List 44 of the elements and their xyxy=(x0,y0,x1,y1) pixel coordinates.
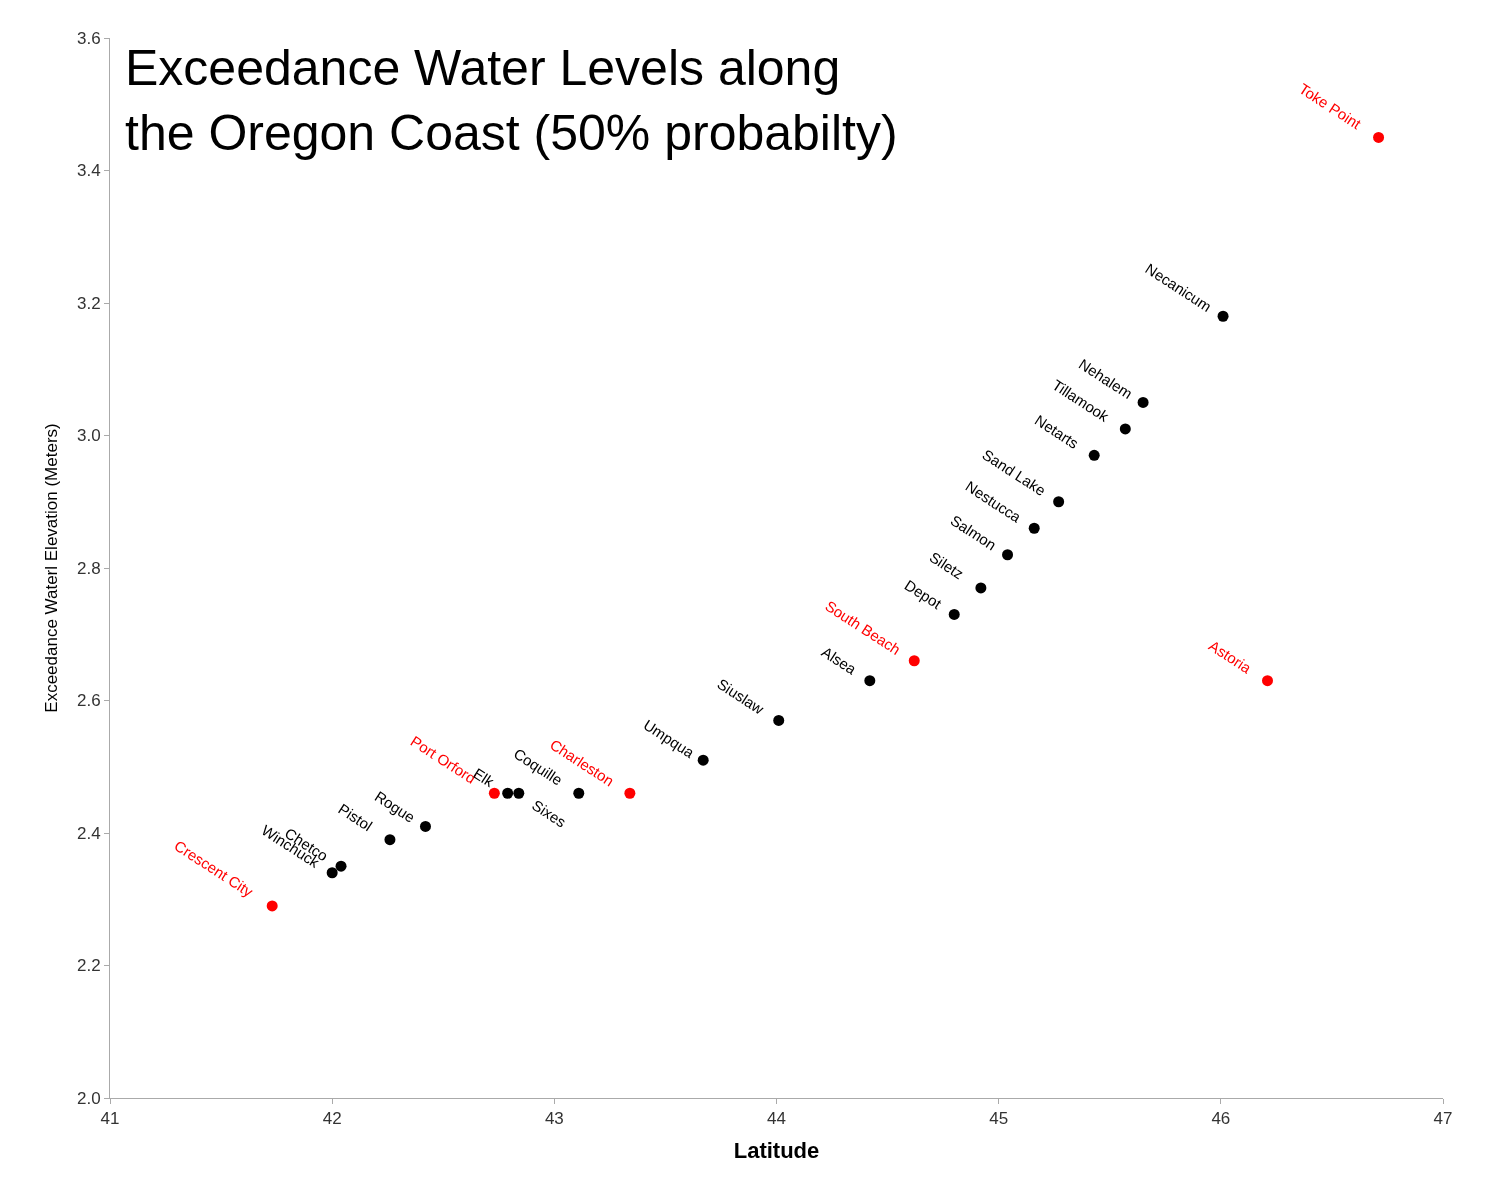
point xyxy=(1002,549,1014,561)
point xyxy=(1217,310,1229,322)
y-tick-label: 2.0 xyxy=(76,1088,101,1108)
text: Exceedance Water Levels along the Oregon Coast (50% probabilty) xyxy=(125,40,898,161)
x-tick-label: 45 xyxy=(989,1109,1009,1129)
y-tick-label: 2.4 xyxy=(76,823,101,843)
point xyxy=(1119,423,1131,435)
point xyxy=(1261,675,1273,687)
x-tick-label: 46 xyxy=(1211,1109,1231,1129)
point xyxy=(335,860,347,872)
point xyxy=(1028,522,1040,534)
point xyxy=(773,714,785,726)
x-axis-title: Latitude xyxy=(733,1138,820,1164)
y-tick-label: 2.8 xyxy=(76,558,101,578)
point xyxy=(573,787,585,799)
point xyxy=(1137,396,1149,408)
point xyxy=(864,675,876,687)
x-tick-label: 42 xyxy=(322,1109,342,1129)
y-tick-label: 3.2 xyxy=(76,293,101,313)
x-tick-label: 41 xyxy=(100,1109,120,1129)
y-tick-label: 2.6 xyxy=(76,691,101,711)
point xyxy=(975,582,987,594)
point xyxy=(419,820,431,832)
point xyxy=(266,900,278,912)
point xyxy=(1088,449,1100,461)
y-tick-label: 3.6 xyxy=(76,28,101,48)
x-tick-label: 47 xyxy=(1433,1109,1453,1129)
y-tick-label: 3.0 xyxy=(76,426,101,446)
point xyxy=(326,867,338,879)
point xyxy=(624,787,636,799)
y-tick-label: 2.2 xyxy=(76,956,101,976)
point xyxy=(513,787,525,799)
point xyxy=(908,655,920,667)
point xyxy=(488,787,500,799)
x-tick-label: 43 xyxy=(544,1109,564,1129)
y-axis-title: Exceedance Waterl Elevation (Meters) xyxy=(41,423,61,713)
point xyxy=(1053,496,1065,508)
x-tick-label: 44 xyxy=(767,1109,786,1129)
point xyxy=(697,754,709,766)
point xyxy=(384,834,396,846)
point xyxy=(948,608,960,620)
point xyxy=(502,787,514,799)
y-tick-label: 3.4 xyxy=(76,161,101,181)
point xyxy=(1373,131,1385,143)
